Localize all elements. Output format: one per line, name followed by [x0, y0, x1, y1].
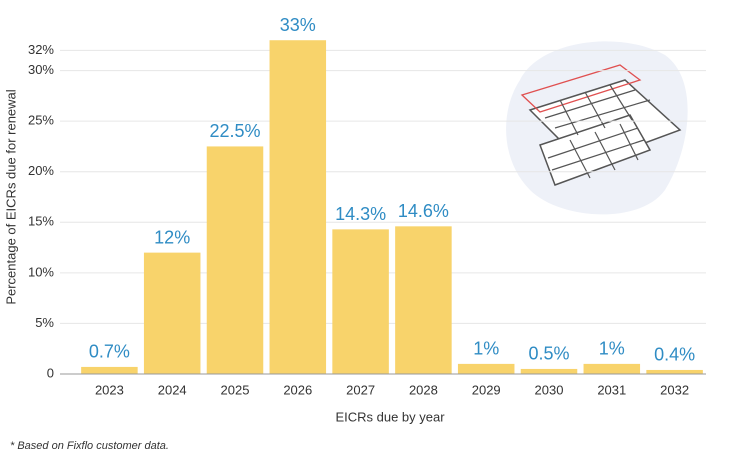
bar	[646, 369, 703, 374]
value-label: 14.3%	[335, 204, 386, 224]
y-tick-label: 30%	[28, 62, 54, 77]
x-tick-label: 2024	[158, 382, 187, 397]
bar	[395, 226, 452, 374]
value-label: 0.7%	[89, 342, 130, 362]
value-label: 33%	[280, 15, 316, 35]
y-tick-label: 15%	[28, 214, 54, 229]
x-tick-label: 2027	[346, 382, 375, 397]
bar	[332, 229, 389, 374]
bar	[269, 40, 327, 374]
bar	[143, 252, 201, 374]
value-label: 0.4%	[654, 345, 695, 365]
y-tick-label: 0	[47, 365, 54, 380]
x-tick-label: 2029	[472, 382, 501, 397]
x-tick-label: 2031	[597, 382, 626, 397]
y-tick-label: 25%	[28, 113, 54, 128]
bar	[457, 363, 515, 374]
value-label: 0.5%	[528, 344, 569, 364]
value-label: 12%	[154, 227, 190, 247]
bar	[520, 368, 578, 374]
x-tick-label: 2032	[660, 382, 689, 397]
x-axis-label: EICRs due by year	[335, 409, 445, 424]
value-label: 1%	[473, 339, 499, 359]
x-tick-label: 2023	[95, 382, 124, 397]
footnote: * Based on Fixflo customer data.	[10, 440, 169, 452]
bar	[81, 366, 138, 374]
x-tick-label: 2025	[221, 382, 250, 397]
y-tick-label: 5%	[35, 315, 54, 330]
x-tick-label: 2026	[283, 382, 312, 397]
y-tick-label: 32%	[28, 42, 54, 57]
value-label: 1%	[599, 339, 625, 359]
x-tick-label: 2030	[535, 382, 564, 397]
y-tick-label: 20%	[28, 163, 54, 178]
y-axis-label: Percentage of EICRs due for renewal	[3, 89, 18, 304]
value-label: 14.6%	[398, 201, 449, 221]
y-tick-label: 10%	[28, 264, 54, 279]
bar	[583, 363, 641, 374]
bar	[206, 146, 264, 374]
x-tick-label: 2028	[409, 382, 438, 397]
value-label: 22.5%	[209, 121, 260, 141]
illustration	[506, 41, 688, 215]
